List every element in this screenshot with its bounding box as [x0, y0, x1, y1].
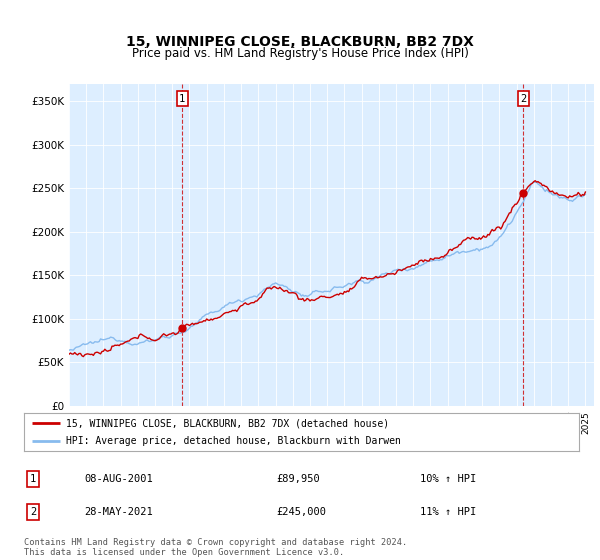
Text: Price paid vs. HM Land Registry's House Price Index (HPI): Price paid vs. HM Land Registry's House … — [131, 46, 469, 60]
Text: Contains HM Land Registry data © Crown copyright and database right 2024.
This d: Contains HM Land Registry data © Crown c… — [24, 538, 407, 557]
Text: 1: 1 — [179, 94, 185, 104]
Text: 2: 2 — [520, 94, 527, 104]
Text: 10% ↑ HPI: 10% ↑ HPI — [420, 474, 476, 484]
Text: 1: 1 — [30, 474, 36, 484]
Text: 28-MAY-2021: 28-MAY-2021 — [84, 507, 153, 517]
Text: 11% ↑ HPI: 11% ↑ HPI — [420, 507, 476, 517]
Text: HPI: Average price, detached house, Blackburn with Darwen: HPI: Average price, detached house, Blac… — [65, 436, 401, 446]
Text: 2: 2 — [30, 507, 36, 517]
Text: 15, WINNIPEG CLOSE, BLACKBURN, BB2 7DX (detached house): 15, WINNIPEG CLOSE, BLACKBURN, BB2 7DX (… — [65, 418, 389, 428]
Text: 08-AUG-2001: 08-AUG-2001 — [84, 474, 153, 484]
Text: £245,000: £245,000 — [276, 507, 326, 517]
Text: 15, WINNIPEG CLOSE, BLACKBURN, BB2 7DX: 15, WINNIPEG CLOSE, BLACKBURN, BB2 7DX — [126, 35, 474, 49]
Text: £89,950: £89,950 — [276, 474, 320, 484]
